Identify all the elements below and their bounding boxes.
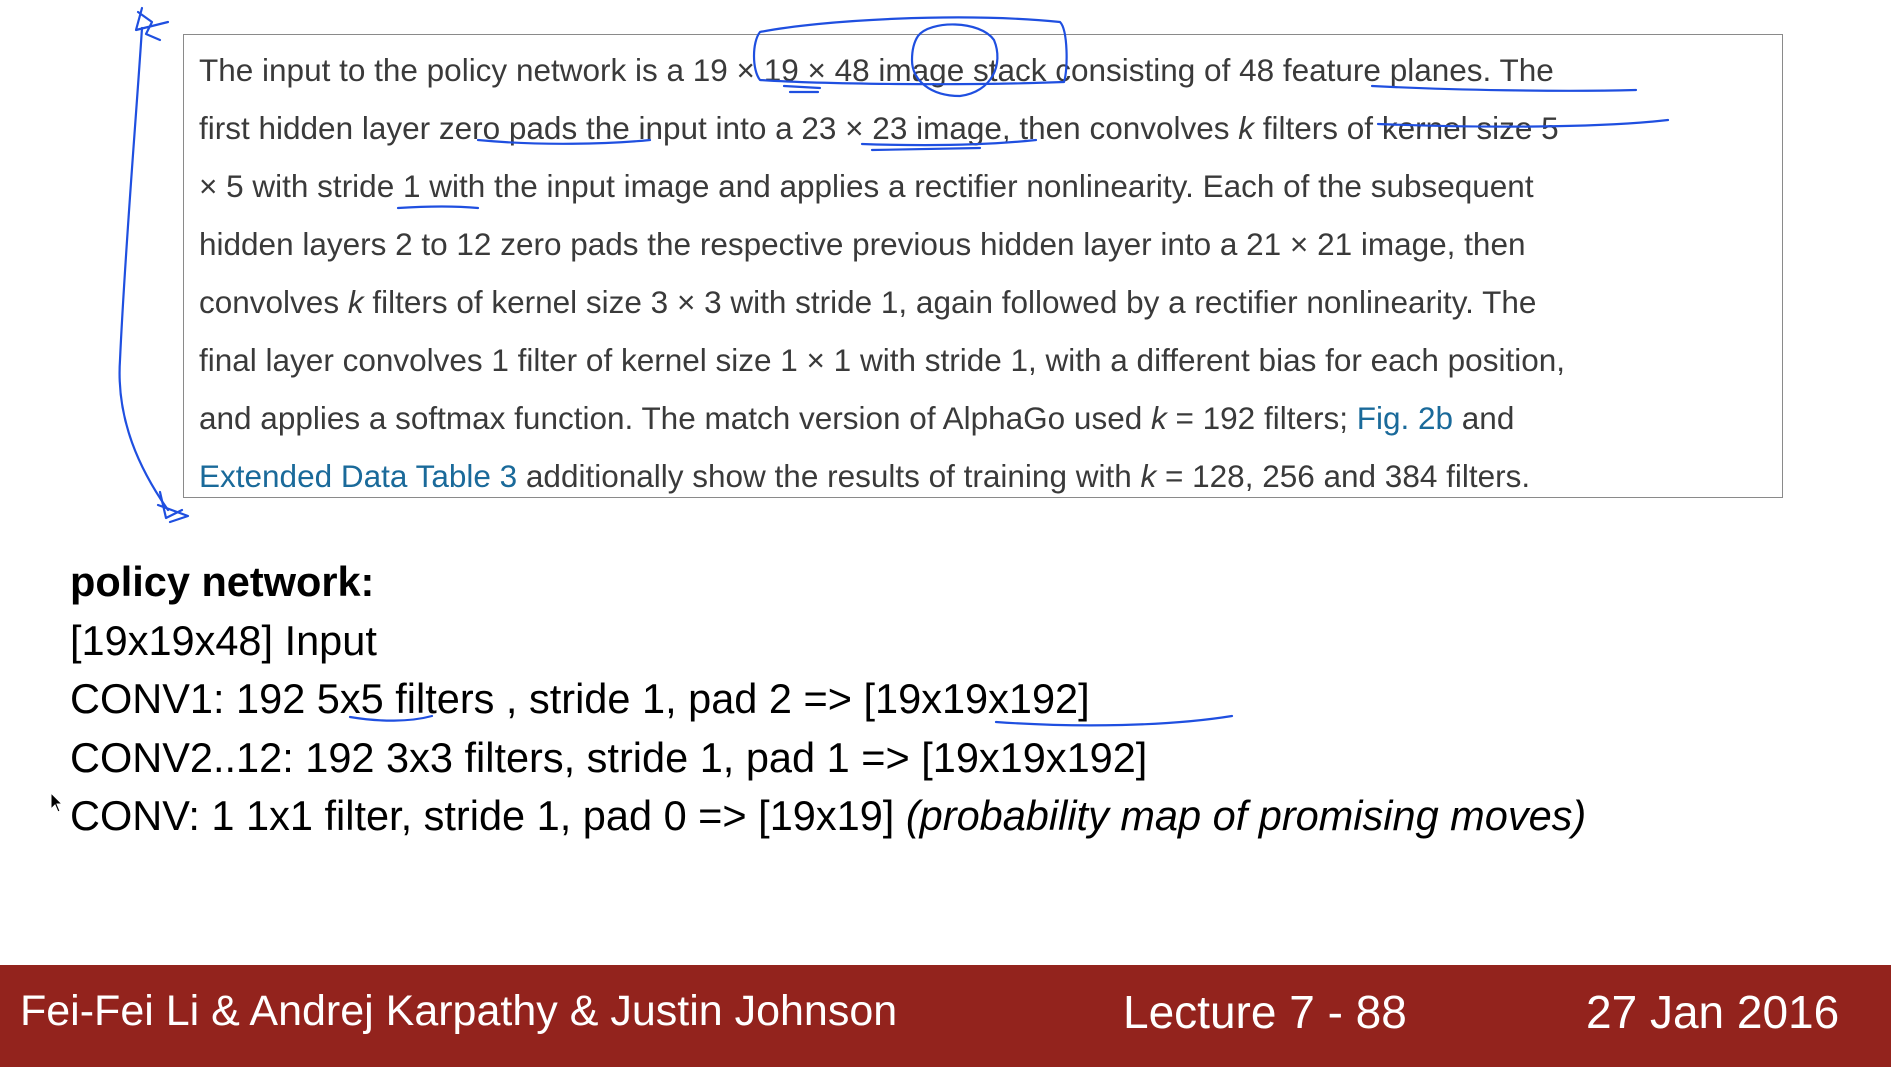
conv2-12-layer-line: CONV2..12: 192 3x3 filters, stride 1, pa…: [70, 733, 1148, 781]
conv-final-layer-line: CONV: 1 1x1 filter, stride 1, pad 0 => […: [70, 787, 1586, 846]
extended-data-table-3-link[interactable]: Extended Data Table 3: [199, 458, 518, 494]
ink-bracket: [118, 26, 170, 512]
paper-excerpt: The input to the policy network is a 19 …: [183, 34, 1783, 498]
excerpt-line-7: and applies a softmax function. The matc…: [199, 400, 1515, 436]
notes-heading: policy network:: [70, 558, 375, 605]
excerpt-line-3: × 5 with stride 1 with the input image a…: [199, 168, 1534, 204]
footer-date: 27 Jan 2016: [1586, 986, 1840, 1038]
input-layer-line: [19x19x48] Input: [70, 616, 377, 664]
policy-network-notes: policy network: [19x19x48] Input CONV1: …: [70, 553, 1586, 846]
conv-final-note: (probability map of promising moves): [905, 792, 1587, 839]
mouse-pointer-icon: [50, 792, 64, 813]
excerpt-line-1: The input to the policy network is a 19 …: [199, 52, 1554, 88]
ink-bracket-top-mark: [134, 6, 170, 42]
conv-final-text: CONV: 1 1x1 filter, stride 1, pad 0 => […: [70, 792, 906, 839]
fig-2b-link[interactable]: Fig. 2b: [1356, 400, 1454, 436]
footer-authors: Fei-Fei Li & Andrej Karpathy & Justin Jo…: [20, 987, 898, 1035]
excerpt-line-2: first hidden layer zero pads the input i…: [199, 110, 1559, 146]
excerpt-line-4: hidden layers 2 to 12 zero pads the resp…: [199, 226, 1526, 262]
footer-lecture: Lecture 7 - 88: [1123, 986, 1407, 1038]
slide-footer: Fei-Fei Li & Andrej Karpathy & Justin Jo…: [0, 965, 1891, 1067]
conv1-layer-line: CONV1: 192 5x5 filters , stride 1, pad 2…: [70, 675, 1090, 722]
excerpt-line-5: convolves k filters of kernel size 3 × 3…: [199, 284, 1537, 320]
excerpt-line-8: Extended Data Table 3 additionally show …: [199, 458, 1531, 494]
excerpt-line-6: final layer convolves 1 filter of kernel…: [199, 342, 1565, 378]
